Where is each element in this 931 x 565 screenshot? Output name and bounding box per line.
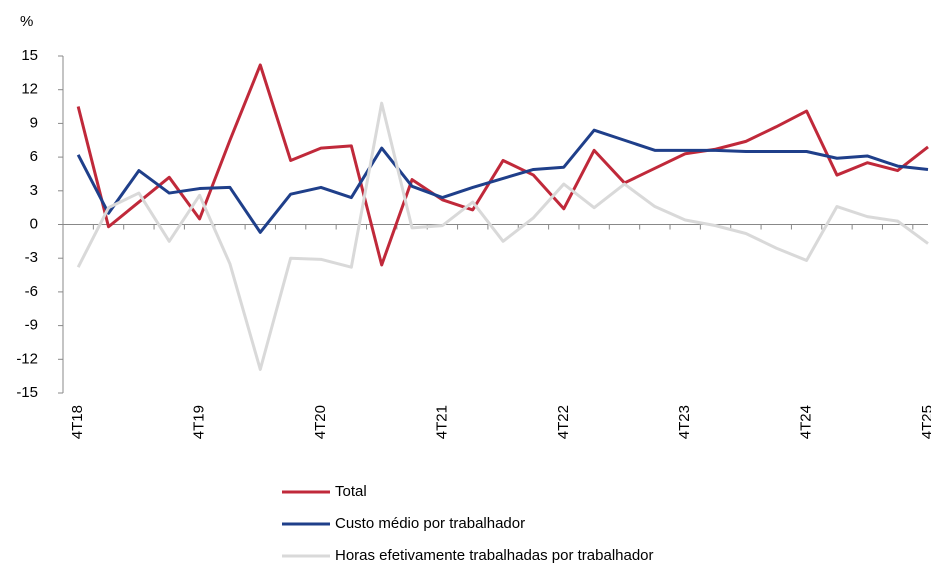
y-tick-label: -9 [25, 317, 38, 334]
x-tick-label: 4T23 [676, 405, 693, 439]
legend-label: Custo médio por trabalhador [335, 515, 525, 532]
x-tick-label: 4T22 [555, 405, 572, 439]
x-tick-label: 4T18 [69, 405, 86, 439]
y-tick-label: 6 [30, 148, 38, 165]
x-tick-label: 4T21 [433, 405, 450, 439]
series-line [76, 63, 929, 267]
y-tick-label: 9 [30, 114, 38, 131]
x-tick-label: 4T19 [191, 405, 208, 439]
series-line [76, 101, 929, 371]
legend-label: Horas efetivamente trabalhadas por traba… [335, 547, 654, 564]
y-axis-unit: % [20, 13, 33, 30]
legend-label: Total [335, 483, 367, 500]
y-tick-label: 12 [21, 81, 38, 98]
y-tick-label: -6 [25, 283, 38, 300]
x-tick-label: 4T25 [919, 405, 931, 439]
y-tick-label: 15 [21, 47, 38, 64]
y-tick-label: 0 [30, 215, 38, 232]
x-tick-label: 4T24 [798, 405, 815, 439]
y-tick-label: -15 [16, 384, 38, 401]
y-tick-label: -12 [16, 350, 38, 367]
y-tick-label: 3 [30, 182, 38, 199]
x-tick-label: 4T20 [312, 405, 329, 439]
y-tick-label: -3 [25, 249, 38, 266]
series-line [76, 128, 929, 234]
